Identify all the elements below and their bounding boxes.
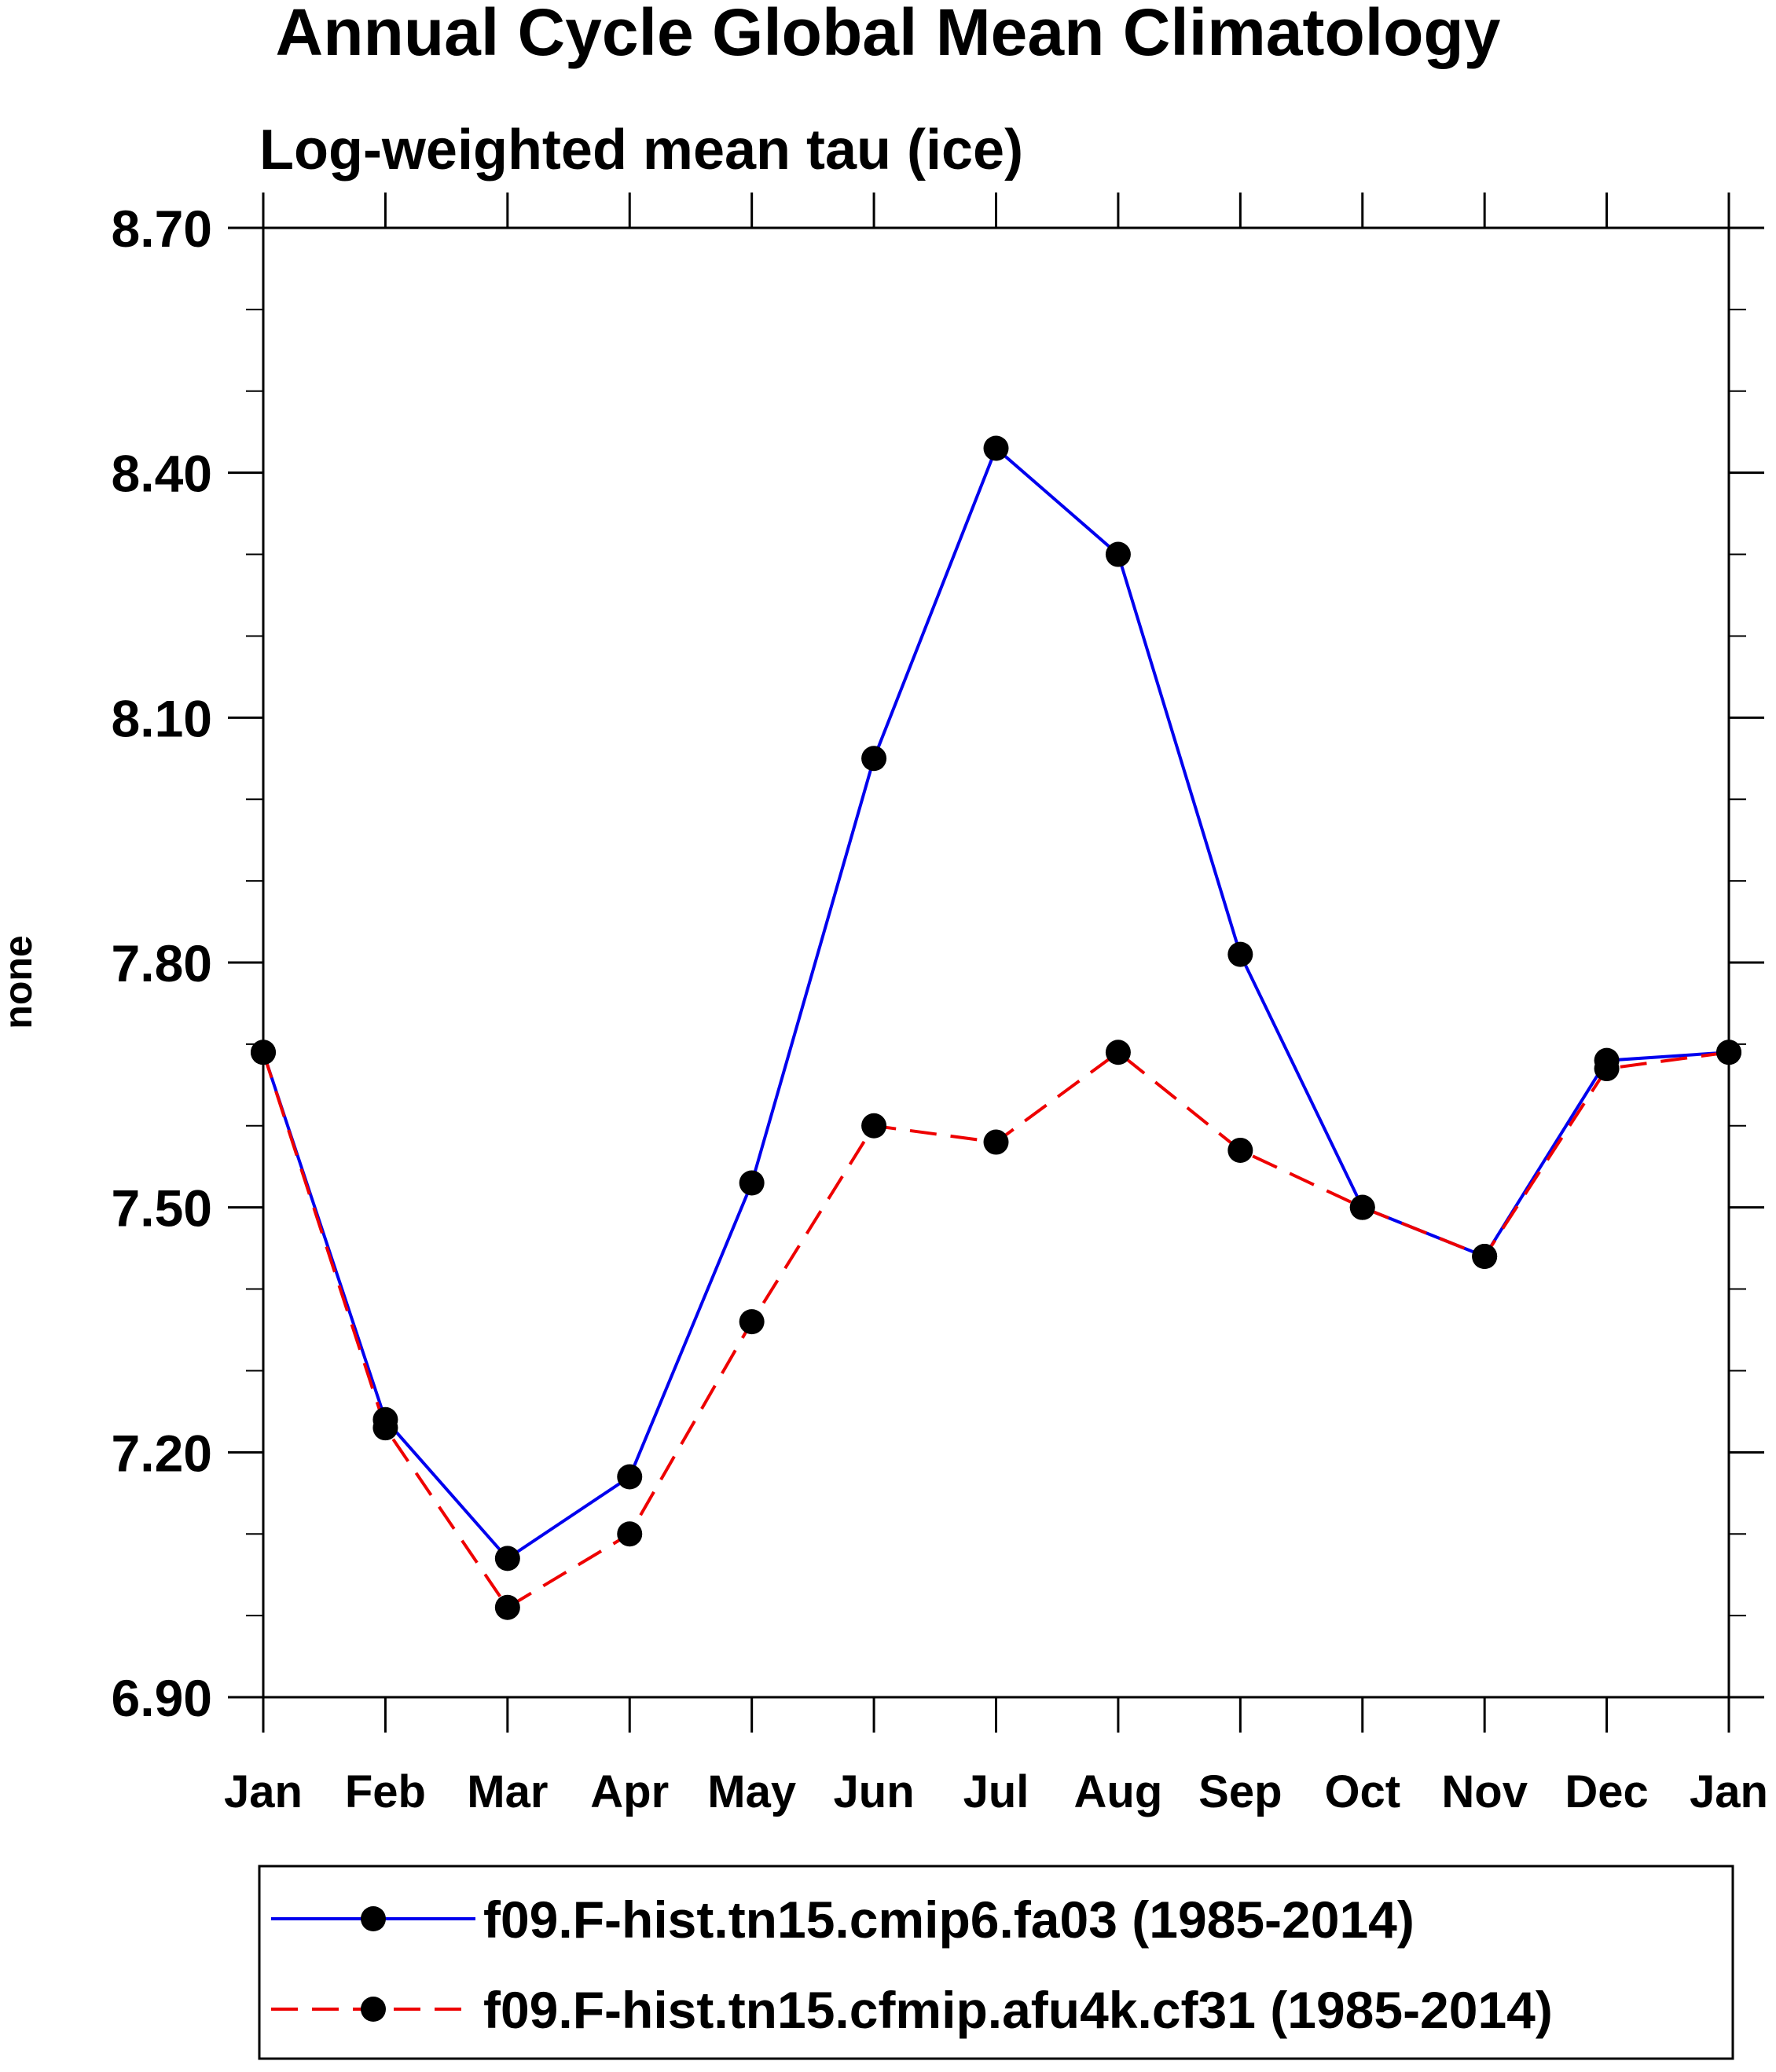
legend-label-series-1: f09.F-hist.tn15.cmip6.fa03 (1985-2014) bbox=[483, 1890, 1415, 1949]
series-2-point bbox=[1472, 1244, 1498, 1269]
x-tick-labels: Jan Feb Mar Apr May Jun Jul Aug Sep Oct Nov Dec Jan bbox=[224, 1766, 1768, 1817]
x-tick-label: May bbox=[707, 1766, 796, 1817]
x-tick-label: Mar bbox=[467, 1766, 548, 1817]
series-1-point bbox=[1105, 541, 1131, 567]
series-1-point bbox=[494, 1546, 520, 1571]
x-tick-label: Feb bbox=[345, 1766, 426, 1817]
legend: f09.F-hist.tn15.cmip6.fa03 (1985-2014) f… bbox=[258, 1865, 1734, 2060]
series-1-point bbox=[983, 435, 1009, 461]
series-line-1 bbox=[262, 446, 1730, 1561]
series-2-point bbox=[1105, 1040, 1131, 1065]
x-tick-label: Jan bbox=[224, 1766, 303, 1817]
x-tick-label: Dec bbox=[1565, 1766, 1648, 1817]
x-tick-label: Aug bbox=[1074, 1766, 1163, 1817]
y-tick-label: 6.90 bbox=[112, 1669, 212, 1727]
legend-box bbox=[258, 1865, 1734, 2060]
y-tick-label: 7.80 bbox=[112, 934, 212, 992]
series-2-point bbox=[1594, 1056, 1620, 1082]
series-1-point bbox=[861, 746, 887, 772]
y-tick-label: 8.10 bbox=[112, 689, 212, 747]
series-2-point bbox=[1349, 1194, 1375, 1220]
series-2-point bbox=[251, 1040, 276, 1065]
x-tick-label: Apr bbox=[590, 1766, 669, 1817]
series-layer bbox=[251, 435, 1741, 1620]
legend-marker-series-2 bbox=[361, 1997, 386, 2022]
y-tick-label: 7.50 bbox=[112, 1179, 212, 1238]
series-2-point bbox=[983, 1129, 1009, 1155]
y-tick-label: 8.40 bbox=[112, 445, 212, 503]
legend-marker-series-1 bbox=[361, 1906, 386, 1931]
chart-title: Annual Cycle Global Mean Climatology bbox=[276, 0, 1501, 69]
series-2-point bbox=[1716, 1040, 1741, 1065]
series-1-point bbox=[739, 1170, 765, 1196]
series-1-point bbox=[1227, 941, 1253, 967]
x-tick-label: Oct bbox=[1324, 1766, 1400, 1817]
legend-label-series-2: f09.F-hist.tn15.cfmip.afu4k.cf31 (1985-2… bbox=[483, 1981, 1553, 2039]
x-tick-label: Jan bbox=[1690, 1766, 1768, 1817]
x-tick-label: Nov bbox=[1441, 1766, 1528, 1817]
y-tick-label: 8.70 bbox=[112, 200, 212, 258]
y-axis-label: none bbox=[0, 935, 40, 1029]
series-1-point bbox=[617, 1464, 643, 1490]
series-2-point bbox=[372, 1415, 398, 1441]
series-2-point bbox=[1227, 1137, 1253, 1163]
x-tick-label: Jul bbox=[963, 1766, 1029, 1817]
series-2-point bbox=[617, 1521, 643, 1547]
axis-ticks bbox=[228, 193, 1764, 1733]
x-tick-label: Sep bbox=[1198, 1766, 1282, 1817]
y-tick-labels: 6.90 7.20 7.50 7.80 8.10 8.40 8.70 bbox=[112, 200, 212, 1727]
series-2-point bbox=[494, 1594, 520, 1620]
y-tick-label: 7.20 bbox=[112, 1424, 212, 1482]
series-2-point bbox=[861, 1113, 887, 1139]
chart-subtitle: Log-weighted mean tau (ice) bbox=[259, 119, 1023, 182]
series-2-point bbox=[739, 1309, 765, 1335]
x-tick-label: Jun bbox=[834, 1766, 915, 1817]
